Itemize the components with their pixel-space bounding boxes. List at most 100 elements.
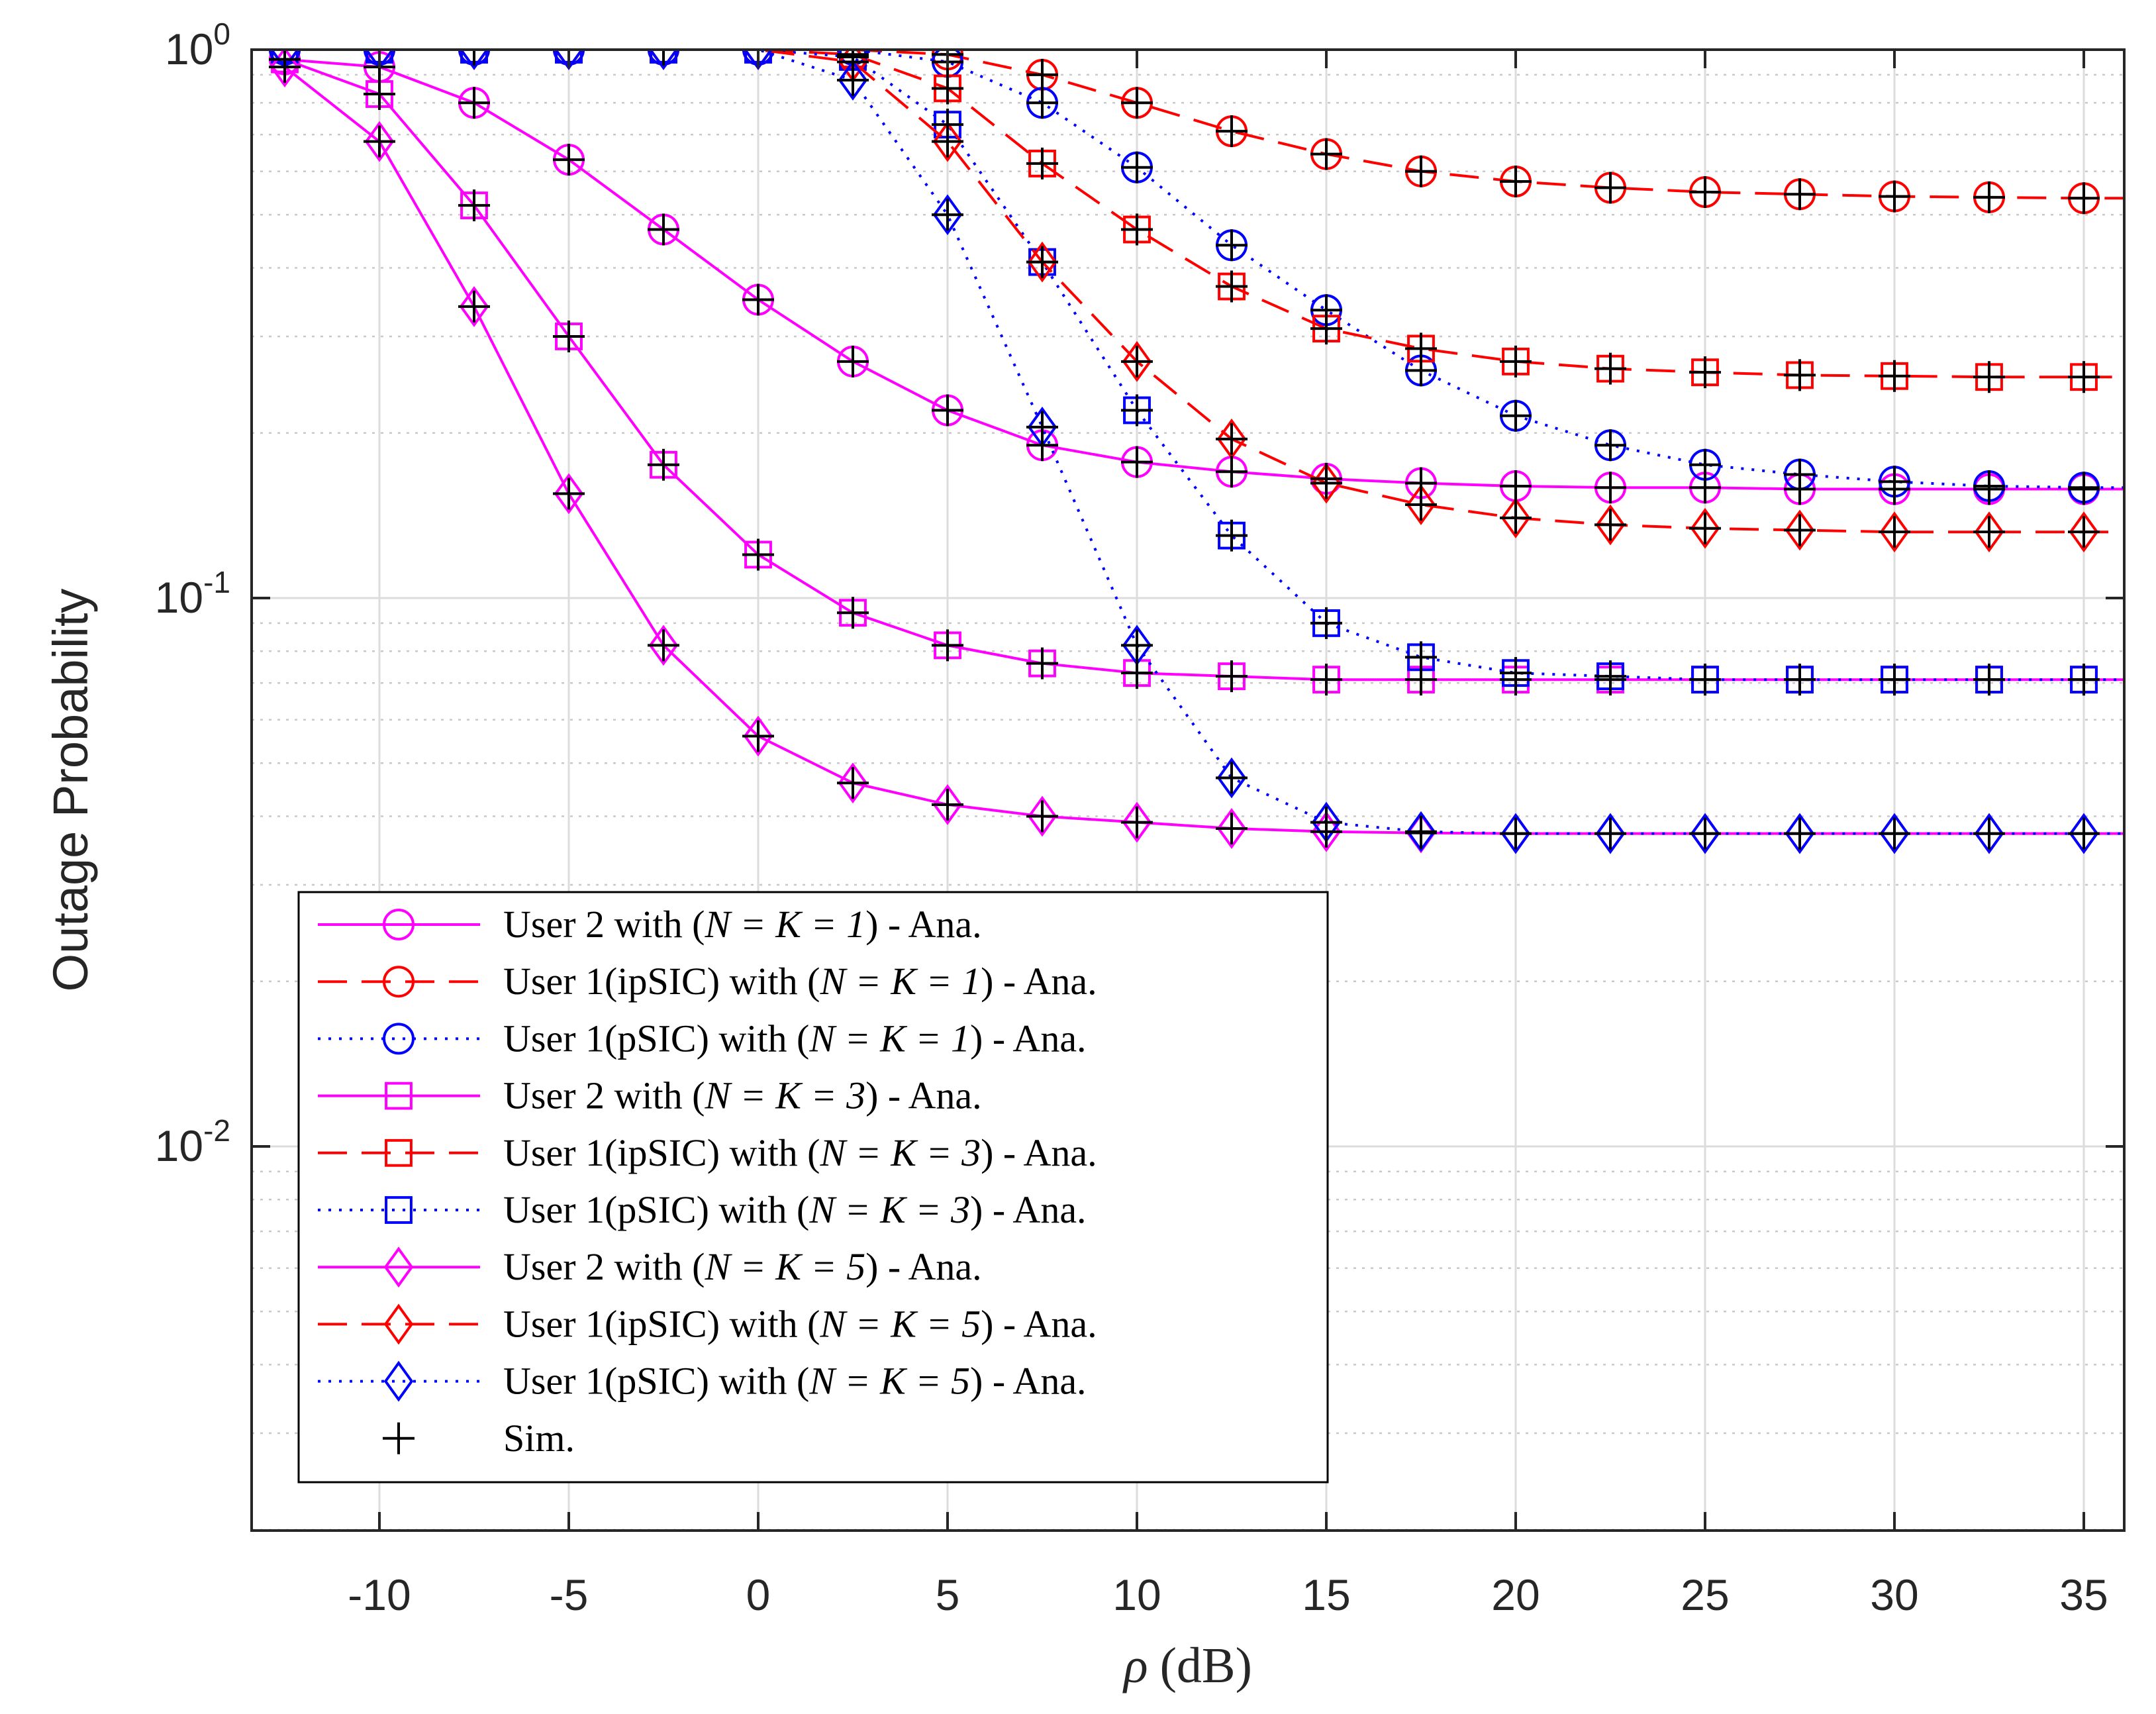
series-marker-plus xyxy=(1121,87,1153,119)
legend-label-suffix: ) - Ana. xyxy=(981,1131,1097,1174)
y-tick-base: 10 xyxy=(155,573,203,622)
legend-label-math: N = K = 3 xyxy=(704,1074,865,1117)
legend-label: User 2 with (N = K = 5) - Ana. xyxy=(503,1245,982,1288)
series-marker-plus xyxy=(1121,629,1153,662)
legend-items: User 2 with ( N = K = 1 ) - Ana. User 1(ipS… xyxy=(318,903,1097,1460)
series-marker-plus xyxy=(837,597,869,629)
series-marker-plus xyxy=(2068,472,2100,504)
y-tick-exponent: -2 xyxy=(203,1113,230,1148)
series-marker-plus xyxy=(1500,345,1532,378)
series-marker-plus xyxy=(1879,516,1910,548)
series-marker-diamond xyxy=(838,60,868,101)
series-marker-diamond xyxy=(1974,511,2004,553)
series-marker-plus xyxy=(1879,180,1910,213)
series-marker-diamond xyxy=(1785,813,1815,854)
legend-label-math: N = K = 5 xyxy=(704,1245,865,1288)
series-marker-plus xyxy=(1784,514,1816,546)
y-tick-label: 10-1 xyxy=(155,565,230,622)
legend-label-prefix: User 1(ipSIC) with ( xyxy=(503,1131,820,1174)
series-marker-plus xyxy=(269,50,301,66)
x-tick-label: -5 xyxy=(550,1570,589,1619)
series-marker-plus xyxy=(1121,657,1153,689)
series-marker-plus xyxy=(1500,399,1532,432)
series-marker-plus xyxy=(1594,660,1626,693)
series-marker-plus xyxy=(1310,664,1342,696)
series-marker-plus xyxy=(932,125,963,158)
series-marker-plus xyxy=(742,283,774,316)
legend-label-math: N = K = 5 xyxy=(819,1302,981,1345)
series-marker-plus xyxy=(1784,359,1816,391)
series-marker-plus xyxy=(1216,270,1248,303)
x-tick-label: 15 xyxy=(1302,1570,1350,1619)
series-marker-diamond xyxy=(364,121,395,162)
series-marker-plus xyxy=(1689,512,1721,544)
series-marker-plus xyxy=(1973,470,2005,502)
series-marker-plus xyxy=(1310,313,1342,345)
series-layer xyxy=(269,50,2124,854)
series-marker-diamond xyxy=(743,715,773,757)
x-axis-unit: (dB) xyxy=(1160,1638,1252,1693)
y-tick-exponent: -1 xyxy=(203,565,230,599)
legend-label-math: N = K = 1 xyxy=(819,960,981,1003)
series-marker-diamond xyxy=(1879,511,1910,553)
series-marker-plus xyxy=(1405,332,1437,365)
series-marker-diamond xyxy=(383,1303,414,1345)
series-marker-plus xyxy=(1973,664,2005,696)
series-marker-plus xyxy=(553,478,585,510)
legend-label-prefix: User 1(ipSIC) with ( xyxy=(503,1302,820,1345)
series-marker-plus xyxy=(2068,817,2100,850)
legend-label-math: N = K = 1 xyxy=(808,1017,970,1060)
series-marker-plus xyxy=(1594,817,1626,850)
series-marker-diamond xyxy=(838,762,868,804)
series-marker-plus xyxy=(1500,817,1532,850)
series-marker-plus xyxy=(742,538,774,571)
series-marker-diamond xyxy=(1311,811,1342,852)
series-marker-plus xyxy=(1121,446,1153,478)
y-tick-label: 10-2 xyxy=(155,1113,230,1170)
series-marker-plus xyxy=(1594,509,1626,541)
series-marker-plus xyxy=(1973,817,2005,850)
series-marker-plus xyxy=(1121,151,1153,183)
series-marker-diamond xyxy=(1027,241,1057,283)
series-marker-plus xyxy=(1216,762,1248,794)
series-marker-diamond xyxy=(1785,509,1815,551)
legend-label-prefix: User 1(pSIC) with ( xyxy=(503,1188,809,1231)
legend-label-prefix: User 1(pSIC) with ( xyxy=(503,1017,809,1060)
series-marker-diamond xyxy=(2069,813,2099,854)
legend-item: User 1(pSIC) with (N = K = 3) - Ana. xyxy=(318,1188,1087,1231)
series-marker-diamond xyxy=(1406,811,1436,852)
series-marker-plus xyxy=(648,50,679,66)
series-marker-plus xyxy=(932,629,963,662)
series-marker-circle xyxy=(383,909,415,940)
series-marker-plus xyxy=(1026,87,1058,119)
series-marker-diamond xyxy=(1595,504,1626,546)
series-marker-plus xyxy=(648,448,679,481)
series-marker-diamond xyxy=(383,1246,414,1288)
legend-item: User 1(pSIC) with (N = K = 5) - Ana. xyxy=(318,1360,1087,1403)
x-axis-title: ρ (dB) xyxy=(1122,1638,1252,1693)
legend-label-prefix: User 2 with ( xyxy=(503,1074,705,1117)
x-axis-symbol: ρ xyxy=(1122,1638,1148,1693)
legend-box xyxy=(297,891,1329,1484)
legend-label: User 2 with (N = K = 3) - Ana. xyxy=(503,1074,982,1117)
series-marker-plus xyxy=(2068,361,2100,393)
x-tick-label: 5 xyxy=(936,1570,960,1619)
series-marker-square xyxy=(385,1196,413,1224)
series-marker-plus xyxy=(1500,502,1532,534)
series-marker-plus xyxy=(1879,664,1910,696)
series-marker-diamond xyxy=(459,286,489,327)
series-marker-plus xyxy=(383,1422,415,1454)
legend-label-prefix: User 2 with ( xyxy=(503,1245,705,1288)
series-marker-diamond xyxy=(1500,497,1531,538)
series-marker-plus xyxy=(1216,519,1248,552)
series-marker-diamond xyxy=(1027,795,1057,837)
legend-label: User 1(pSIC) with (N = K = 3) - Ana. xyxy=(503,1188,1087,1231)
series-marker-diamond xyxy=(648,50,679,70)
series-marker-square xyxy=(385,1138,413,1167)
series-marker-plus xyxy=(1500,165,1532,197)
legend-item: User 2 with (N = K = 3) - Ana. xyxy=(318,1074,982,1117)
series-marker-diamond xyxy=(1122,340,1152,382)
series-marker-plus xyxy=(742,720,774,752)
legend-label-prefix: User 2 with ( xyxy=(503,903,705,946)
